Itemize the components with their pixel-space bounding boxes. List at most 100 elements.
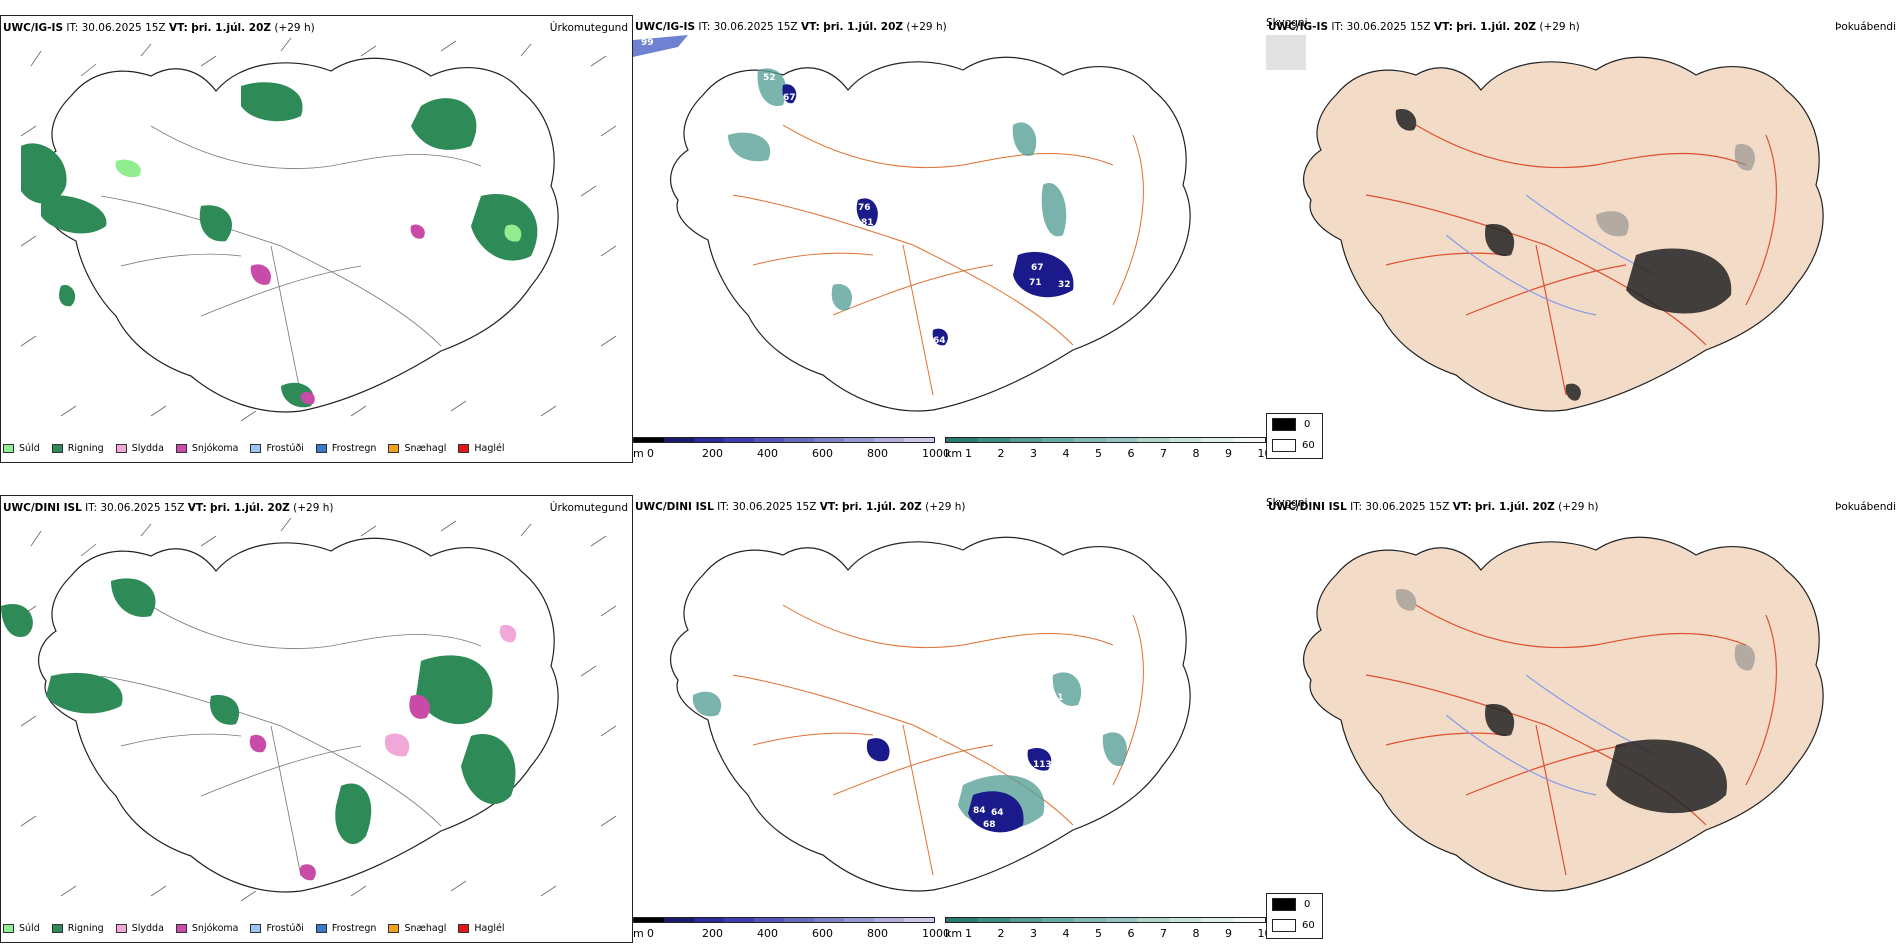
cloudbase-visibility-panel-top: UWC/IG-IS IT: 30.06.2025 15Z VT: þri. 1.…	[633, 15, 1266, 463]
colorbar-segment	[844, 918, 874, 922]
colorbar-tick: 3	[1030, 447, 1037, 460]
snow-areas	[250, 224, 425, 405]
svg-text:64: 64	[933, 336, 946, 346]
precip-type-panel-bottom: UWC/DINI ISL IT: 30.06.2025 15Z VT: þri.…	[0, 495, 633, 943]
svg-text:32: 32	[1058, 280, 1071, 290]
legend-label: Snjókoma	[191, 442, 239, 454]
colorbar-segment	[1041, 918, 1074, 922]
colorbar-segment	[904, 918, 934, 922]
colorbar-tick: 7	[1160, 447, 1167, 460]
colorbar-segment	[946, 438, 978, 442]
legend-item: Frostregn	[315, 923, 376, 934]
panel-title: UWC/DINI ISL IT: 30.06.2025 15Z VT: þri.…	[3, 502, 334, 514]
svg-text:37: 37	[728, 158, 741, 168]
cloudbase-map: 99 67 67 71 32 64 73 76 10 81 37 52	[633, 35, 1191, 412]
colorbar-tick: 1	[965, 447, 972, 460]
colorbar-tick: 600	[812, 447, 833, 460]
precip-legend: Súld Rigning Slydda Snjókoma Frostúði Frostre…	[3, 441, 517, 455]
colorbar-segment	[874, 918, 904, 922]
rain-areas	[21, 82, 538, 408]
svg-text:64: 64	[991, 808, 1004, 818]
svg-text:71: 71	[1029, 278, 1042, 288]
colorbar-tick: 6	[1127, 927, 1135, 940]
legend-label: Slydda	[131, 442, 164, 454]
svg-text:41: 41	[1051, 693, 1064, 703]
svg-text:81: 81	[861, 218, 874, 228]
colorbar-segment	[1169, 918, 1202, 922]
colorbar-segment	[664, 918, 694, 922]
colorbar-segment	[1169, 438, 1202, 442]
fog-legend: 0 60	[1266, 893, 1323, 939]
legend-item: Snjókoma	[175, 923, 238, 934]
legend-item: Frostúði	[250, 922, 304, 934]
cloudbase-visibility-panel-bottom: UWC/DINI ISL IT: 30.06.2025 15Z VT: þri.…	[633, 495, 1266, 943]
legend-label: Haglél	[474, 922, 505, 934]
colorbar-tick: 7	[1160, 927, 1167, 940]
legend-item: Frostregn	[315, 443, 376, 454]
colorbar-tick: 2	[997, 927, 1005, 940]
colorbar-segment	[784, 438, 814, 442]
fog-panel-top: Skyggni UWC/IG-IS IT: 30.06.2025 15Z VT:…	[1266, 15, 1900, 463]
legend-label: Snæhagl	[404, 442, 447, 454]
colorbar-segment	[874, 438, 904, 442]
legend-item: Snæhagl	[388, 443, 446, 454]
colorbar-tick: 10	[1257, 927, 1267, 940]
fog-legend: 0 60	[1266, 413, 1323, 459]
svg-text:68: 68	[983, 820, 996, 830]
svg-text:99: 99	[641, 38, 654, 48]
fog-map	[1266, 35, 1824, 412]
colorbar-tick: 9	[1225, 447, 1232, 460]
legend-label: Frostúði	[266, 442, 304, 454]
panel-title: UWC/DINI ISL IT: 30.06.2025 15Z VT: þri.…	[1268, 501, 1599, 513]
colorbar-segment	[1073, 438, 1106, 442]
legend-item: Slydda	[115, 442, 164, 454]
legend-label: Haglél	[474, 442, 505, 454]
legend-swatch	[250, 443, 262, 453]
colorbar-tick: 8	[1192, 447, 1200, 460]
legend-label: Snæhagl	[404, 922, 447, 934]
panel-title: UWC/DINI ISL IT: 30.06.2025 15Z VT: þri.…	[635, 501, 966, 513]
svg-text:114: 114	[935, 733, 954, 743]
legend-label: Rigning	[67, 922, 104, 934]
svg-text:52: 52	[763, 73, 776, 83]
colorbar-segment	[1137, 438, 1170, 442]
legend-item: Snjókoma	[175, 442, 239, 454]
colorbar-segment	[664, 438, 694, 442]
panel-title: UWC/IG-IS IT: 30.06.2025 15Z VT: þri. 1.…	[635, 21, 947, 33]
colorbar-segment	[1201, 438, 1234, 442]
legend-item: Frostúði	[250, 442, 304, 454]
fog-map	[1302, 536, 1824, 892]
colorbar-segment	[1233, 438, 1266, 442]
colorbar-segment	[754, 918, 784, 922]
colorbar-tick: 2	[997, 447, 1005, 460]
colorbar-tick: 4	[1062, 447, 1070, 460]
colorbar-tick: 0	[647, 927, 654, 940]
colorbar-tick: 5	[1095, 447, 1102, 460]
colorbar-tick: 800	[867, 927, 888, 940]
colorbar-segment	[1137, 918, 1170, 922]
legend-label: Slydda	[131, 922, 164, 934]
svg-text:76: 76	[858, 203, 871, 213]
legend-label: Frostúði	[266, 922, 304, 934]
svg-text:10: 10	[945, 218, 958, 228]
colorbar-segment	[1073, 918, 1106, 922]
legend-swatch	[458, 923, 470, 933]
colorbar-tick: 10	[1257, 447, 1267, 460]
panel-name: Úrkomutegund	[549, 22, 628, 34]
panel-name: Úrkomutegund	[549, 502, 628, 514]
colorbar-tick: 1000	[922, 447, 950, 460]
colorbar-segment	[1009, 438, 1042, 442]
svg-text:73: 73	[783, 118, 796, 128]
colorbar-tick: 3	[1030, 927, 1037, 940]
colorbar-tick: 200	[702, 447, 723, 460]
svg-text:84: 84	[973, 806, 986, 816]
colorbar-tick: 5	[1095, 927, 1102, 940]
colorbar-segment	[1041, 438, 1074, 442]
panel-title: UWC/IG-IS IT: 30.06.2025 15Z VT: þri. 1.…	[1268, 21, 1580, 33]
legend-swatch	[175, 443, 187, 453]
legend-item: Súld	[3, 443, 40, 454]
precip-map	[20, 37, 617, 422]
colorbar-segment	[814, 438, 844, 442]
colorbar-tick: 600	[812, 927, 833, 940]
legend-label: Súld	[19, 922, 40, 934]
